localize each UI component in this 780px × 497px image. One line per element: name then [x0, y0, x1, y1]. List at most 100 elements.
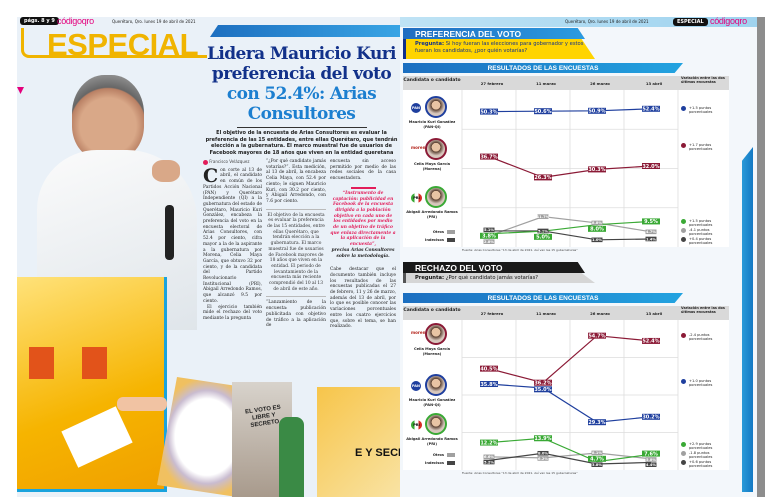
data-label: 40.5% — [480, 366, 497, 372]
legend-swatch — [447, 453, 455, 457]
data-label-bg — [588, 455, 606, 462]
line-chart: 40.5% 35.8% 12.2% 6.6%5.2% 36.2%35.0% 13.9% 8.… — [461, 320, 679, 470]
variation-dot — [681, 333, 686, 338]
author-name: Francisco Velázquez — [209, 159, 250, 164]
variation-text: +1.7 puntos porcentuales — [689, 143, 713, 152]
data-label-bg — [642, 450, 660, 457]
candidate-name-text: Celia Maya García — [413, 347, 451, 351]
legend-label: Otros — [432, 453, 444, 457]
candidate-party: (Morena) — [422, 166, 442, 171]
candidate-name: Abigail Arredondo Ramos (PRI) — [403, 437, 461, 446]
data-label-bg — [591, 462, 603, 467]
data-label: 5.1% — [484, 228, 494, 232]
data-label-bg — [534, 386, 552, 393]
candidate-name-text: Mauricio Kuri González — [408, 120, 456, 124]
candidate-party: (PAN-QI) — [423, 402, 441, 407]
column-header-date: 26 marzo — [590, 311, 610, 316]
pink-marker — [17, 87, 24, 94]
series-line-kuri — [488, 108, 652, 113]
data-label-bg — [642, 105, 660, 112]
article: Lidera Mauricio Kuri preferencia del vot… — [203, 44, 400, 330]
data-label: 32.0% — [642, 164, 659, 170]
table-header: Candidata o candidato 27 febrero 11 marzo 2… — [403, 306, 729, 320]
candidate-name: Abigail Arredondo Ramos (PRI) — [403, 210, 461, 219]
data-label: 52.4% — [642, 107, 659, 113]
variation-dot — [681, 451, 686, 456]
column-header-candidate: Candidata o candidato — [403, 308, 461, 313]
data-label: 4.7% — [590, 457, 604, 463]
data-label-bg — [483, 454, 495, 460]
party-logo: PRI — [411, 420, 422, 430]
question-label: Pregunta: — [415, 275, 445, 281]
legend-label: Indecisos — [424, 461, 444, 465]
pull-box: El objetivo de la encuesta es evaluar la… — [266, 208, 326, 293]
data-label: 5.8% — [646, 458, 656, 462]
person — [279, 417, 304, 497]
paragraph: “¿Por qué candidato jamás votarías?”. Es… — [266, 159, 326, 204]
legend-label: Indecisos — [424, 238, 444, 242]
paragraph: encuesta sin acceso permitido por medio … — [330, 159, 396, 182]
variation-text: -2.4 puntos porcentuales — [689, 333, 713, 342]
candidate-name-text: Celia Maya García — [413, 162, 451, 166]
byline: Francisco Velázquez — [203, 159, 262, 165]
data-label: 29.3% — [588, 420, 605, 426]
right-page: Querétaro, Qro. lunes 19 de abril de 202… — [400, 17, 757, 497]
variation-text: +2.9 puntos porcentuales — [689, 442, 713, 451]
series-line-kuri — [488, 383, 652, 423]
page-badge: págs. 8 y 9 — [20, 17, 59, 25]
candidate-cell: morena Celia Maya García (Morena) — [403, 323, 461, 357]
data-label: 6.2% — [538, 457, 548, 461]
variation-item: +0.6 puntos porcentuales — [681, 460, 731, 469]
series-line-indecisos — [488, 452, 652, 465]
data-label: 50.6% — [534, 109, 551, 115]
series-line-abigail — [488, 220, 652, 235]
data-label: 12.2% — [480, 440, 497, 446]
ballot-box — [82, 347, 107, 379]
results-banner: RESULTADOS DE LAS ENCUESTAS — [403, 63, 683, 73]
series-line-otros — [488, 216, 652, 237]
ballot-illustration: EL VOTO ES LIBRE Y SECRETO E Y SECR — [17, 277, 400, 497]
data-label: 13.9% — [534, 436, 551, 442]
data-label-bg — [537, 228, 549, 234]
column-header-candidate: Candidata o candidato — [403, 78, 461, 83]
candidate-avatar — [425, 374, 447, 396]
question-text: ¿Por qué candidato jamás votarías? — [445, 275, 539, 281]
column-header-date: 26 marzo — [590, 81, 610, 86]
data-label-bg — [483, 227, 495, 233]
data-label-bg — [645, 229, 657, 235]
data-label: 8.8% — [592, 221, 602, 225]
data-label: 1.0% — [592, 238, 602, 242]
variation-item: +0.4 puntos porcentuales — [681, 237, 731, 246]
data-label: 5.2% — [484, 460, 494, 464]
party-logo: morena — [411, 145, 429, 150]
data-label: 52.4% — [642, 339, 659, 345]
left-page: págs. 8 y 9 códigoqro Querétaro, Qro. lu… — [17, 17, 400, 497]
hand — [117, 397, 167, 411]
series-line-celia — [488, 156, 652, 179]
question-accent — [403, 273, 406, 283]
paragraph: on corte al 13 de abril, el candidato en… — [203, 167, 262, 304]
variation-item: +1.5 puntos porcentuales — [681, 219, 731, 228]
variation-item: +1.5 puntos porcentuales — [681, 106, 731, 115]
candidate-avatar — [425, 186, 447, 208]
data-label-bg — [588, 419, 606, 426]
data-label-bg — [534, 435, 552, 442]
data-label-bg — [591, 220, 603, 226]
side-bar — [742, 147, 753, 492]
headline-highlight: con 52.4%: Arias Consultores — [226, 84, 377, 124]
header-stripe — [400, 17, 757, 27]
headline: Lidera Mauricio Kuri preferencia del vot… — [203, 44, 400, 124]
illustration-text: E Y SECR — [355, 447, 400, 459]
variation-item: -1.8 puntos porcentuales — [681, 451, 731, 460]
candidate-name: Mauricio Kuri González (PAN-QI) — [403, 398, 461, 407]
party-logo: morena — [411, 330, 429, 335]
candidate-party: (PAN-QI) — [423, 124, 441, 129]
data-label-bg — [483, 239, 495, 244]
data-label-bg — [642, 218, 660, 225]
variation-item: +2.9 puntos porcentuales — [681, 442, 731, 451]
data-label: 5.0% — [536, 235, 550, 241]
ballot-box — [29, 347, 54, 379]
variation-text: +0.4 puntos porcentuales — [689, 237, 713, 246]
issue-date: Querétaro, Qro. lunes 19 de abril de 202… — [565, 19, 649, 24]
paragraph: “Lanzamiento de la encuesta: publicación… — [266, 296, 326, 329]
